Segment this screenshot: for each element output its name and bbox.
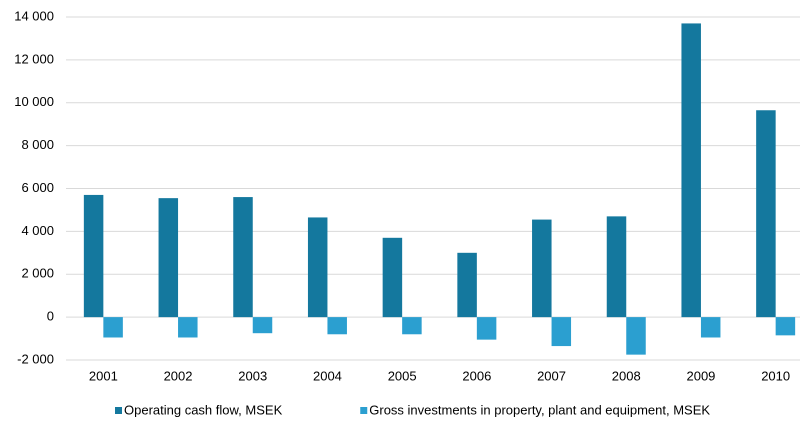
bar xyxy=(532,219,552,318)
legend-label: Gross investments in property, plant and… xyxy=(369,402,710,417)
legend-marker xyxy=(115,407,122,414)
y-tick-label: 4 000 xyxy=(21,223,54,238)
bar xyxy=(402,317,422,335)
y-tick-label: -2 000 xyxy=(17,351,54,366)
bar xyxy=(178,317,198,338)
x-tick-label: 2003 xyxy=(238,368,267,383)
legend-marker xyxy=(360,407,368,414)
y-tick-label: 0 xyxy=(47,309,54,324)
y-tick-label: 12 000 xyxy=(14,51,54,66)
bar xyxy=(233,197,253,318)
x-tick-label: 2005 xyxy=(388,368,417,383)
bar xyxy=(307,217,328,318)
bar xyxy=(476,317,497,340)
bar xyxy=(775,317,796,336)
y-tick-label: 14 000 xyxy=(14,8,54,23)
bar xyxy=(103,317,123,338)
y-tick-label: 2 000 xyxy=(21,266,54,281)
bar xyxy=(158,198,179,318)
bar xyxy=(551,317,572,347)
bar xyxy=(457,252,477,318)
bar xyxy=(626,317,646,355)
x-tick-label: 2010 xyxy=(761,368,790,383)
bar xyxy=(382,237,403,318)
bar xyxy=(83,194,104,318)
y-tick-label: 8 000 xyxy=(21,137,54,152)
y-tick-label: 10 000 xyxy=(14,94,54,109)
legend-label: Operating cash flow, MSEK xyxy=(124,402,283,417)
x-tick-label: 2004 xyxy=(313,368,342,383)
x-tick-label: 2007 xyxy=(537,368,566,383)
x-tick-label: 2006 xyxy=(462,368,491,383)
bar xyxy=(700,317,721,338)
bar xyxy=(327,317,347,335)
x-tick-label: 2001 xyxy=(89,368,118,383)
bar xyxy=(606,216,627,318)
x-tick-label: 2009 xyxy=(686,368,715,383)
x-tick-label: 2008 xyxy=(612,368,641,383)
bar xyxy=(252,317,273,334)
bar xyxy=(681,23,701,318)
x-tick-label: 2002 xyxy=(164,368,193,383)
y-tick-label: 6 000 xyxy=(21,180,54,195)
bar xyxy=(756,110,776,318)
